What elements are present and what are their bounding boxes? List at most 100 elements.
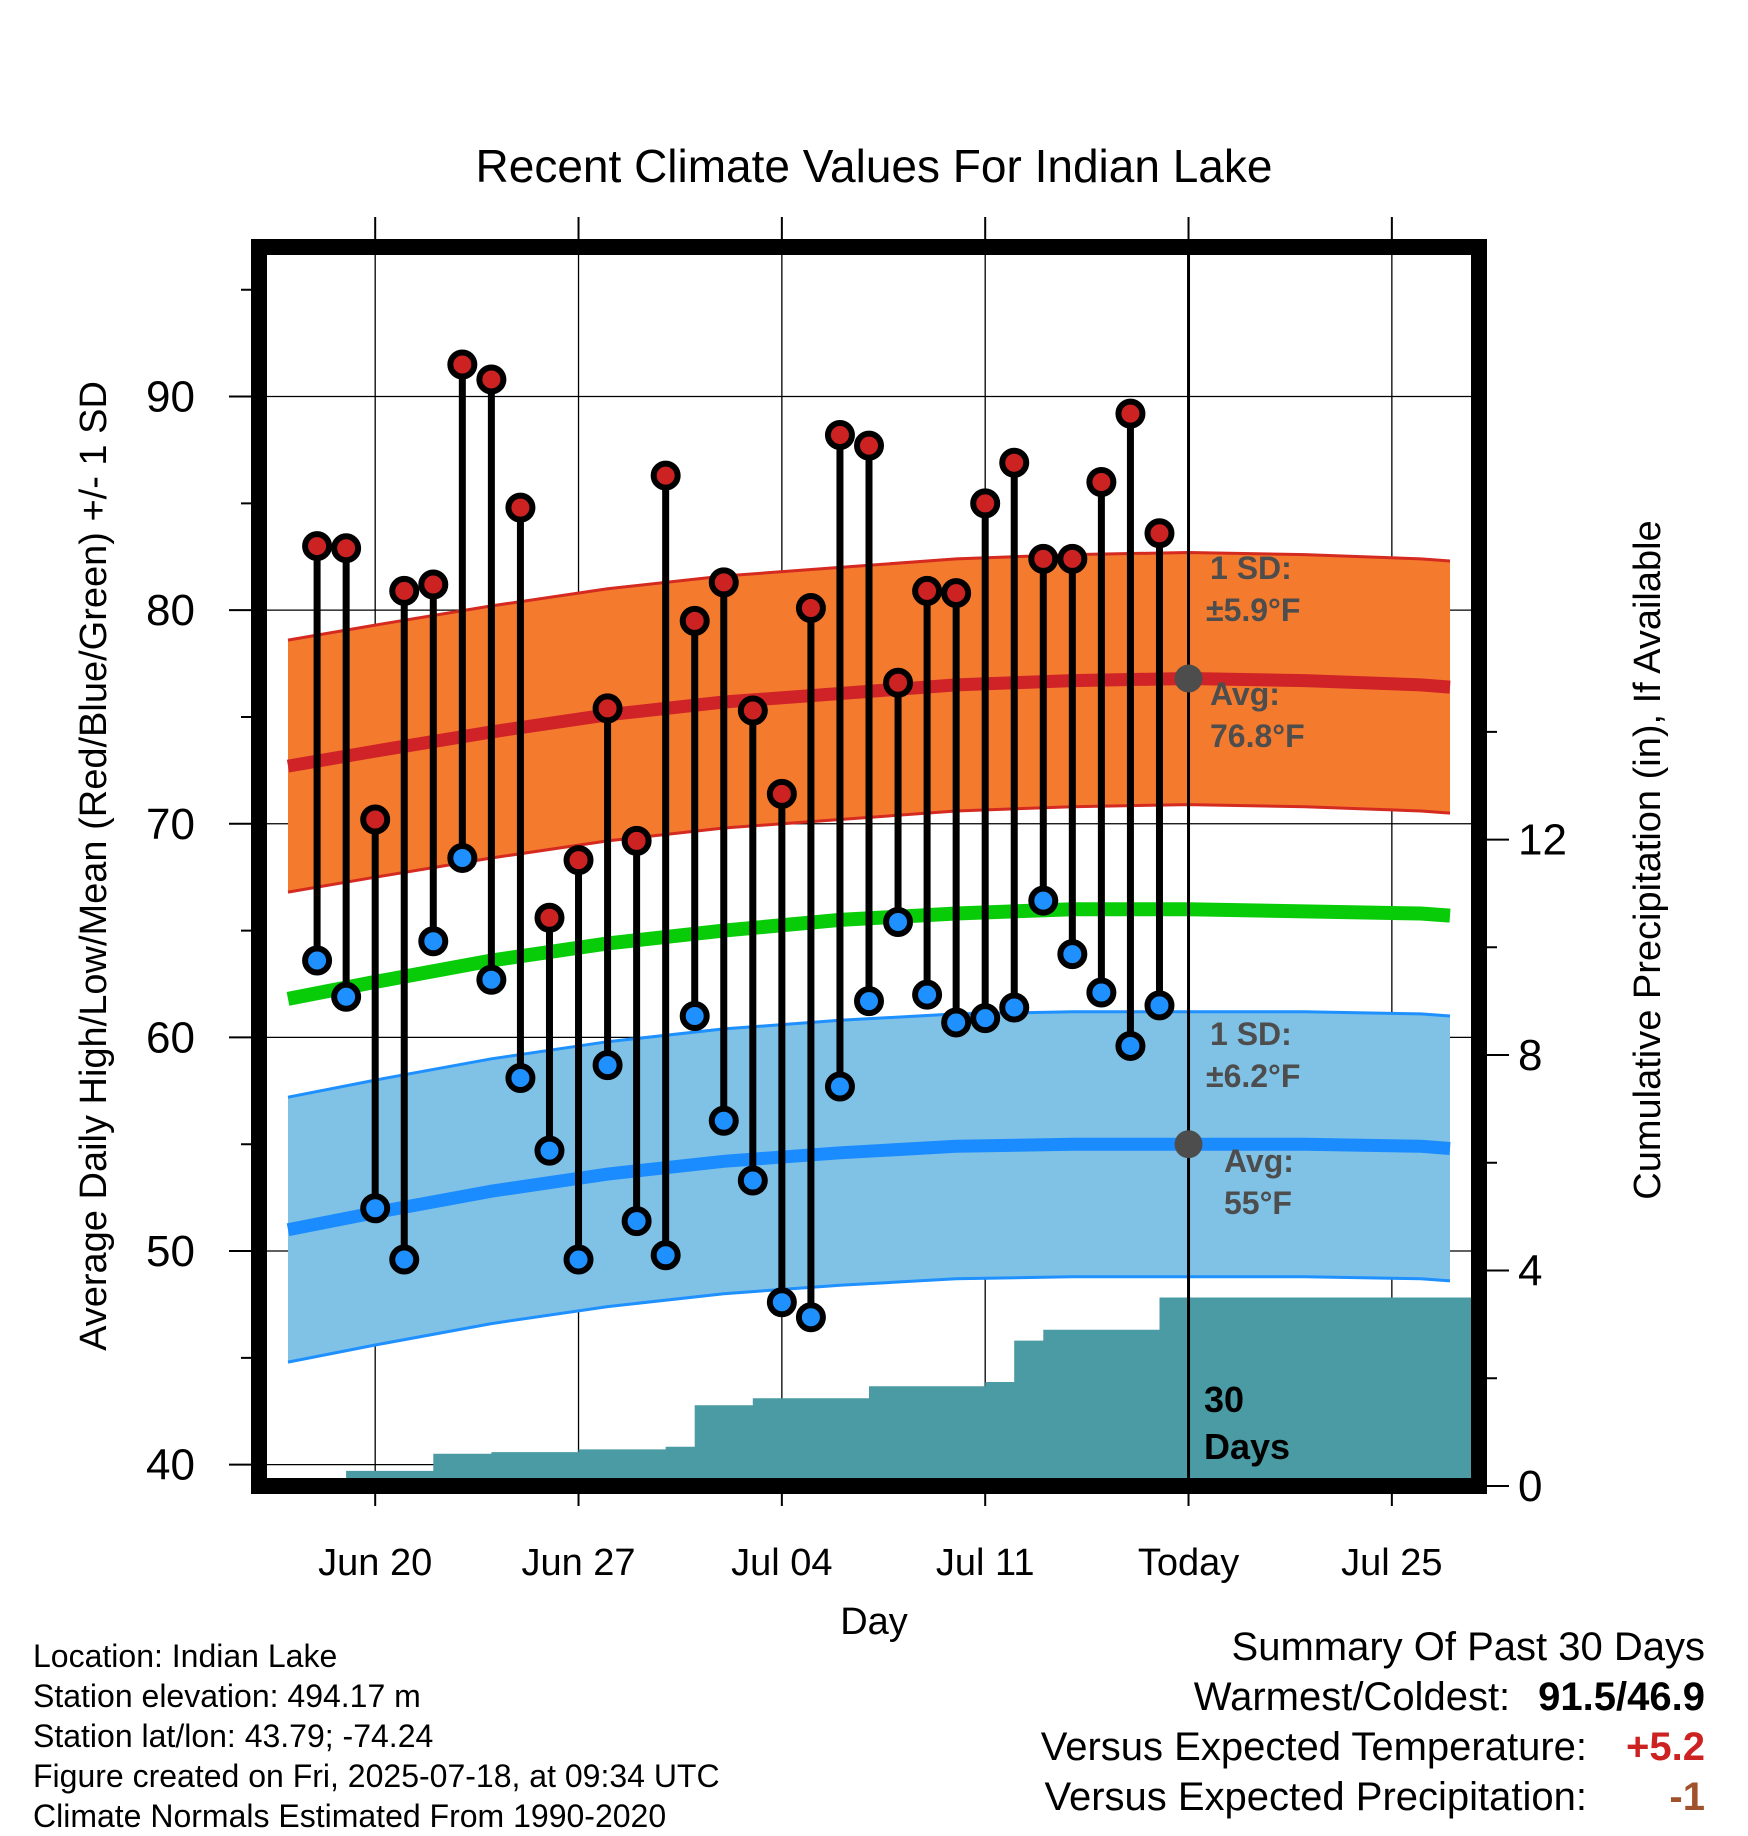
high-avg-label: Avg: bbox=[1210, 676, 1280, 712]
low-point-2025-07-05 bbox=[795, 1302, 826, 1333]
high-point-2025-06-28 bbox=[592, 693, 623, 724]
summary-precip-value: -1 bbox=[1669, 1775, 1705, 1819]
low-point-2025-07-17 bbox=[1144, 990, 1175, 1021]
latlon-text: Station lat/lon: 43.79; -74.24 bbox=[33, 1718, 434, 1754]
low-sd-upper-edge bbox=[287, 1010, 1451, 1099]
x-axis-label: Day bbox=[840, 1601, 908, 1643]
high-point-2025-06-19 bbox=[331, 533, 362, 564]
high-point-2025-07-09 bbox=[912, 575, 943, 606]
high-point-2025-07-07 bbox=[854, 430, 884, 461]
summary-warmest-row: Warmest/Coldest: 91.5/46.9 bbox=[1041, 1672, 1705, 1722]
low-point-2025-07-09 bbox=[912, 979, 943, 1010]
high-point-2025-07-06 bbox=[824, 419, 855, 450]
high-point-2025-06-23 bbox=[447, 349, 478, 380]
summary-temp-value: +5.2 bbox=[1626, 1725, 1705, 1769]
location-text: Location: Indian Lake bbox=[33, 1638, 338, 1674]
avg-marker-0 bbox=[1174, 664, 1203, 693]
y-axis-label: Average Daily High/Low/Mean (Red/Blue/Gr… bbox=[73, 381, 115, 1351]
high-point-2025-06-18 bbox=[302, 531, 333, 562]
low-sd-label: 1 SD: bbox=[1210, 1016, 1292, 1052]
high-point-2025-07-12 bbox=[999, 447, 1030, 478]
low-sd-value: ±6.2°F bbox=[1206, 1058, 1300, 1094]
low-point-2025-06-28 bbox=[592, 1050, 623, 1081]
chart-title: Recent Climate Values For Indian Lake bbox=[476, 140, 1273, 192]
y-tick-label-5: 90 bbox=[146, 373, 195, 422]
summary-temp-row: Versus Expected Temperature: +5.2 bbox=[1041, 1722, 1705, 1772]
high-point-2025-07-10 bbox=[941, 578, 972, 609]
high-point-2025-07-14 bbox=[1057, 543, 1088, 574]
high-point-2025-07-16 bbox=[1115, 398, 1146, 429]
low-point-2025-07-15 bbox=[1086, 977, 1117, 1008]
summary-panel: Summary Of Past 30 Days Warmest/Coldest:… bbox=[1041, 1622, 1705, 1822]
y-tick-label-4: 80 bbox=[146, 586, 195, 635]
axes: Recent Climate Values For Indian Lake Jun… bbox=[73, 140, 1669, 1643]
high-point-2025-06-21 bbox=[389, 575, 420, 606]
low-point-2025-06-20 bbox=[360, 1193, 391, 1224]
low-point-2025-06-21 bbox=[389, 1244, 420, 1275]
high-point-2025-06-29 bbox=[621, 825, 652, 856]
elevation-text: Station elevation: 494.17 m bbox=[33, 1678, 421, 1714]
plot-frame bbox=[251, 239, 1487, 1494]
low-point-2025-06-30 bbox=[650, 1240, 681, 1271]
y2-axis-label: Cumulative Precipitation (in), If Availa… bbox=[1627, 520, 1669, 1199]
low-point-2025-07-08 bbox=[883, 907, 914, 938]
high-point-2025-07-15 bbox=[1086, 466, 1117, 497]
high-point-2025-06-25 bbox=[505, 492, 536, 523]
summary-precip-label: Versus Expected Precipitation: bbox=[1044, 1775, 1587, 1819]
summary-warmest-value: 91.5/46.9 bbox=[1538, 1675, 1705, 1719]
high-point-2025-06-24 bbox=[476, 364, 507, 395]
summary-temp-label: Versus Expected Temperature: bbox=[1040, 1725, 1587, 1769]
low-point-2025-06-25 bbox=[505, 1062, 536, 1093]
y2-tick-label-2: 8 bbox=[1518, 1031, 1542, 1080]
normals-text: Climate Normals Estimated From 1990-2020 bbox=[33, 1798, 667, 1834]
summary-precip-row: Versus Expected Precipitation: -1 bbox=[1041, 1772, 1705, 1822]
low-point-2025-06-24 bbox=[476, 964, 507, 995]
plot-border bbox=[251, 239, 1487, 1494]
cumulative-precip-area bbox=[288, 1297, 1479, 1486]
high-avg-value: 76.8°F bbox=[1210, 718, 1305, 754]
low-point-2025-06-23 bbox=[447, 842, 478, 873]
high-point-2025-06-27 bbox=[563, 845, 594, 876]
low-point-2025-07-12 bbox=[999, 992, 1030, 1023]
high-point-2025-06-30 bbox=[650, 460, 681, 491]
daily-dots bbox=[302, 349, 1175, 1333]
low-point-2025-07-02 bbox=[708, 1105, 739, 1136]
y-tick-label-0: 40 bbox=[146, 1441, 195, 1490]
y2-tick-label-1: 4 bbox=[1518, 1247, 1542, 1296]
low-point-2025-06-29 bbox=[621, 1206, 652, 1237]
low-point-2025-06-26 bbox=[534, 1135, 565, 1166]
x-tick-label-4: Today bbox=[1138, 1542, 1239, 1584]
low-point-2025-07-04 bbox=[766, 1287, 797, 1318]
y2-tick-label-0: 0 bbox=[1518, 1462, 1542, 1511]
annotations: 1 SD: ±5.9°F Avg: 76.8°F 1 SD: ±6.2°F Avg: 55°F… bbox=[1174, 550, 1305, 1467]
precipitation-area bbox=[288, 1297, 1479, 1486]
low-point-2025-07-06 bbox=[824, 1071, 855, 1102]
low-point-2025-06-27 bbox=[563, 1244, 594, 1275]
high-point-2025-07-04 bbox=[766, 778, 797, 809]
high-point-2025-07-11 bbox=[970, 488, 1001, 519]
low-point-2025-07-11 bbox=[970, 1003, 1001, 1034]
low-avg-value: 55°F bbox=[1224, 1185, 1292, 1221]
y-tick-label-3: 70 bbox=[146, 800, 195, 849]
low-point-2025-07-10 bbox=[941, 1007, 972, 1038]
low-point-2025-06-22 bbox=[418, 926, 449, 957]
high-point-2025-07-03 bbox=[737, 695, 768, 726]
high-point-2025-06-22 bbox=[418, 569, 449, 600]
created-text: Figure created on Fri, 2025-07-18, at 09… bbox=[33, 1758, 720, 1794]
low-sd-lower-edge bbox=[287, 1275, 1451, 1364]
low-point-2025-06-18 bbox=[302, 945, 333, 976]
low-avg-label: Avg: bbox=[1224, 1143, 1294, 1179]
high-point-2025-07-01 bbox=[679, 605, 710, 636]
low-point-2025-06-19 bbox=[331, 981, 362, 1012]
low-point-2025-07-01 bbox=[679, 1001, 710, 1032]
high-point-2025-07-08 bbox=[883, 667, 914, 698]
high-sd-label: 1 SD: bbox=[1210, 550, 1292, 586]
daily-range-stems bbox=[313, 364, 1163, 1318]
low-point-2025-07-16 bbox=[1115, 1030, 1146, 1061]
x-tick-label-0: Jun 20 bbox=[318, 1542, 432, 1584]
days-label-number: 30 bbox=[1204, 1379, 1244, 1420]
station-info: Location: Indian Lake Station elevation:… bbox=[33, 1636, 720, 1836]
x-tick-label-2: Jul 04 bbox=[731, 1542, 832, 1584]
days-label-text: Days bbox=[1204, 1426, 1290, 1467]
